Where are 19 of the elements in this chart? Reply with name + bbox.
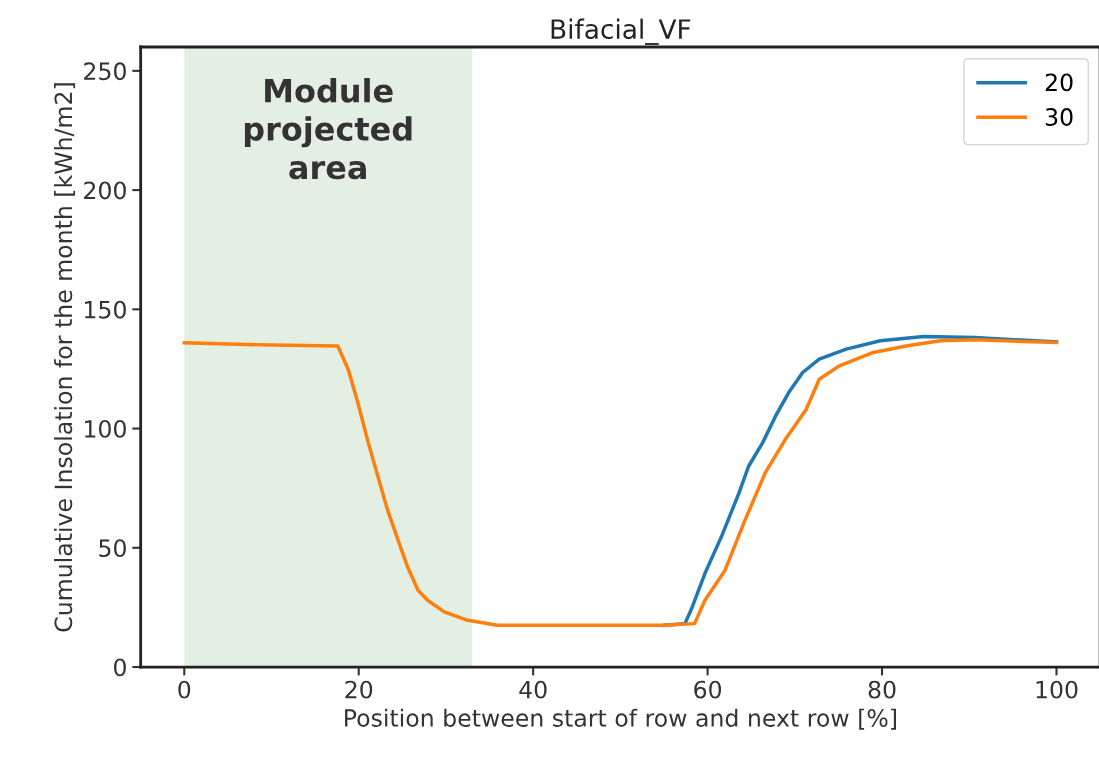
legend-label: 30	[1045, 108, 1073, 126]
chart-title: Bifacial_VF	[551, 18, 691, 45]
x-tick-label: 80	[868, 680, 896, 699]
x-tick-label: 20	[345, 680, 373, 699]
y-tick-label: 50	[99, 539, 126, 558]
x-tick-label: 40	[519, 680, 547, 699]
legend-label: 20	[1045, 73, 1073, 92]
x-tick-label: 100	[1036, 680, 1078, 699]
y-tick-label: 150	[85, 300, 126, 319]
band-label: Module projected area	[244, 78, 412, 180]
y-tick-label: 200	[84, 181, 126, 200]
x-axis-title: Position between start of row and next row [%]	[345, 708, 896, 730]
y-tick-label: 250	[84, 62, 126, 81]
x-tick-label: 0	[178, 680, 191, 699]
x-tick-label: 60	[694, 680, 722, 699]
y-tick-label: 100	[85, 420, 126, 438]
y-axis-title: Cumulative Insolation for the month [kWh/m2]	[54, 83, 76, 632]
line-series	[182, 338, 1059, 628]
y-tick-label: 0	[114, 658, 126, 677]
